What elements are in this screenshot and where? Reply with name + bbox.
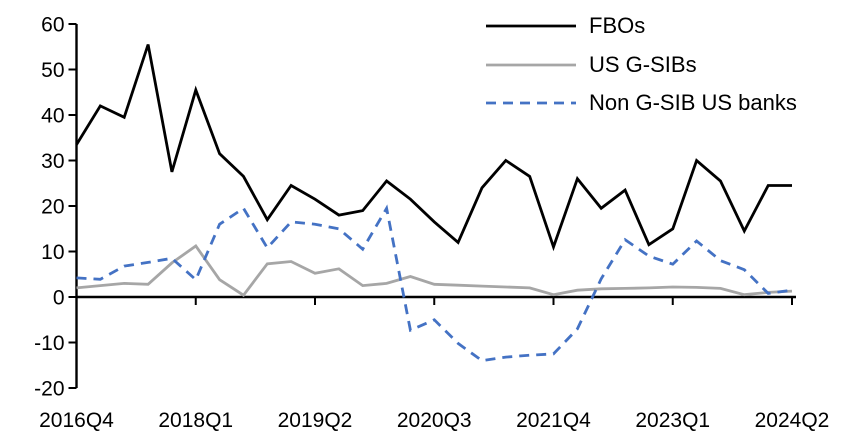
y-tick-label: 50 [41, 59, 64, 82]
x-tick-label: 2016Q4 [39, 409, 114, 432]
x-tick-label: 2024Q2 [755, 409, 830, 432]
y-tick-label: 30 [41, 150, 64, 173]
y-tick-label: 10 [41, 241, 64, 264]
series-line-fbos [75, 44, 792, 252]
series-line-non-g-sib-us-banks [76, 204, 793, 363]
y-tick-label: 60 [41, 14, 64, 37]
legend-item-us-gsibs: US G-SIBs [486, 46, 797, 85]
legend-item-fbos: FBOs [486, 7, 797, 46]
y-tick-label: 40 [41, 105, 64, 128]
series-line-us-g-sibs [76, 244, 793, 298]
y-tick-label: 0 [53, 287, 65, 310]
x-tick-label: 2018Q1 [158, 409, 233, 432]
legend-label: Non G-SIB US banks [589, 90, 797, 116]
y-tick-label: -20 [34, 378, 64, 401]
legend-line-dashed-blue-icon [486, 101, 576, 105]
x-tick-label: 2019Q2 [278, 409, 353, 432]
x-tick-label: 2023Q1 [635, 409, 710, 432]
legend-line-solid-black-icon [486, 24, 576, 28]
legend: FBOs US G-SIBs Non G-SIB US banks [486, 7, 797, 123]
x-tick-label: 2020Q3 [397, 409, 472, 432]
x-tick-label: 2021Q4 [516, 409, 591, 432]
legend-item-non-gsib-us-banks: Non G-SIB US banks [486, 84, 797, 123]
y-tick-label: 20 [41, 196, 64, 219]
legend-label: US G-SIBs [589, 51, 697, 77]
y-tick-label: -10 [34, 332, 64, 355]
legend-label: FBOs [589, 13, 646, 39]
legend-line-solid-gray-icon [486, 63, 576, 67]
